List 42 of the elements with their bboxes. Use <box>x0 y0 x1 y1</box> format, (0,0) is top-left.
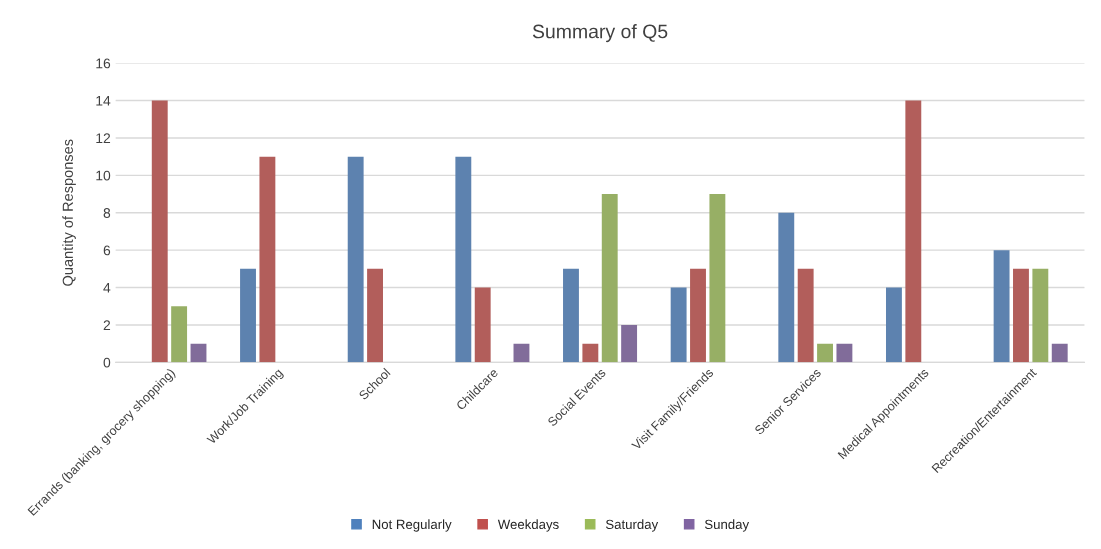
y-tick-label: 14 <box>96 96 111 106</box>
bar <box>582 343 599 363</box>
bar <box>905 100 922 363</box>
bar <box>621 324 638 363</box>
y-tick-label: 10 <box>96 170 111 181</box>
bar <box>151 100 168 363</box>
bar <box>474 287 491 363</box>
bar <box>1032 268 1049 363</box>
y-tick-label: 2 <box>103 320 111 330</box>
y-tick-label: 4 <box>103 283 111 293</box>
bar <box>797 268 814 363</box>
bar <box>1051 343 1068 363</box>
bar <box>1013 268 1029 363</box>
bar <box>690 268 706 363</box>
y-tick-label: 8 <box>103 208 111 218</box>
bar <box>563 268 579 363</box>
bar <box>993 250 1010 363</box>
bar <box>709 194 726 363</box>
bar <box>778 212 795 363</box>
chart-title: Summary of Q5 <box>532 24 668 43</box>
bar <box>885 287 902 363</box>
bar <box>817 343 833 363</box>
y-tick-label: 0 <box>103 357 111 368</box>
legend-label: Weekdays <box>497 519 559 532</box>
bar <box>513 343 530 363</box>
bar <box>259 156 276 363</box>
y-tick-label: 16 <box>96 58 111 69</box>
bar <box>347 156 364 363</box>
bar <box>367 268 383 363</box>
bar <box>601 194 618 363</box>
bar <box>836 343 853 363</box>
bar <box>171 306 188 363</box>
y-tick-label: 12 <box>96 133 111 143</box>
y-axis-title: Quantity of Responses <box>62 139 76 286</box>
bar <box>670 287 687 363</box>
legend-label: Saturday <box>605 519 659 532</box>
bar <box>190 343 207 363</box>
legend-label: Not Regularly <box>372 519 452 532</box>
y-tick-label: 6 <box>103 245 111 256</box>
bar <box>455 156 472 363</box>
bar <box>240 268 256 363</box>
legend-label: Sunday <box>704 519 750 532</box>
